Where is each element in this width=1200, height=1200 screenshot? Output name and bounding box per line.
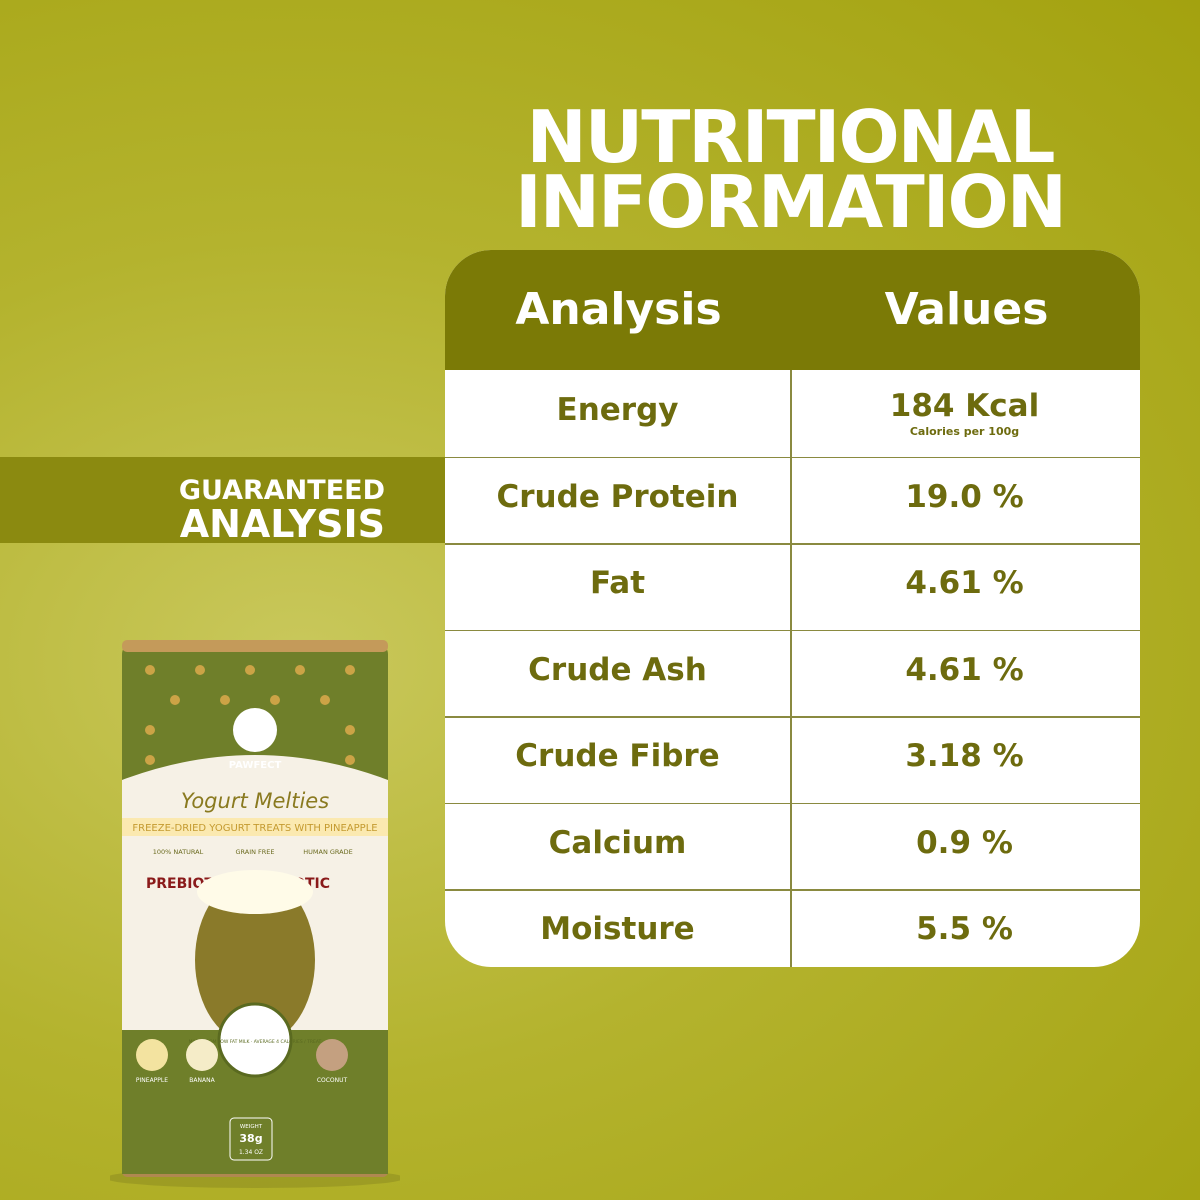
analysis-cell: Moisture [540,911,695,947]
seal: MADE FROM LOW FAT MILK · AVERAGE 4 CALOR… [189,1039,322,1045]
column-header: Analysis [515,284,722,335]
badge: 100% NATURAL [153,848,204,856]
row-divider [445,716,1140,718]
analysis-cell: Crude Protein [496,478,739,515]
badge: HUMAN GRADE [303,848,352,856]
tagline: FREEZE-DRIED YOGURT TREATS WITH PINEAPPL… [132,823,377,834]
column-header: Values [884,284,1049,335]
nutrition-table: Analysis Values Energy 184 Kcal Calories p… [445,250,1140,967]
value-cell: 4.61 % [905,565,1024,601]
analysis-cell: Energy [556,392,679,428]
title: NUTRITIONAL [526,95,1055,179]
ingredient: PINEAPPLE [136,1077,168,1084]
row-divider [445,456,1140,458]
badge: GRAIN FREE [235,848,274,856]
value-cell: 5.5 % [916,911,1013,947]
row-divider [445,543,1140,545]
weight: 38g [239,1132,262,1145]
weight-oz: 1.34 OZ [239,1149,263,1156]
product-name: Yogurt Melties [181,789,329,813]
analysis-cell: Crude Ash [528,651,707,688]
analysis-cell: Fat [589,565,646,601]
product-can: PAWFECT Yogurt Melties FREEZE-DRIED YOGU… [110,640,400,1188]
title: INFORMATION [514,160,1067,244]
brand: PAWFECT [229,760,282,771]
table-header: Analysis Values [445,250,1140,370]
side-band [0,457,446,543]
value-cell: 184 Kcal [889,388,1040,424]
row-divider [445,802,1140,804]
band-text: GUARANTEED [178,475,385,506]
value-cell: 19.0 % [905,478,1024,515]
ingredient: BANANA [189,1077,215,1084]
value-cell: 4.61 % [905,651,1024,688]
divider [790,370,792,967]
row-divider [445,889,1140,891]
value-note: Calories per 100g [909,425,1020,438]
row-divider [445,629,1140,631]
analysis-cell: Calcium [548,824,687,861]
band-text: ANALYSIS [179,502,385,546]
analysis-cell: Crude Fibre [515,738,720,774]
value-cell: 3.18 % [905,738,1024,774]
value-cell: 0.9 % [916,824,1013,861]
ingredient: COCONUT [317,1077,348,1084]
weight-label: WEIGHT [240,1124,263,1130]
